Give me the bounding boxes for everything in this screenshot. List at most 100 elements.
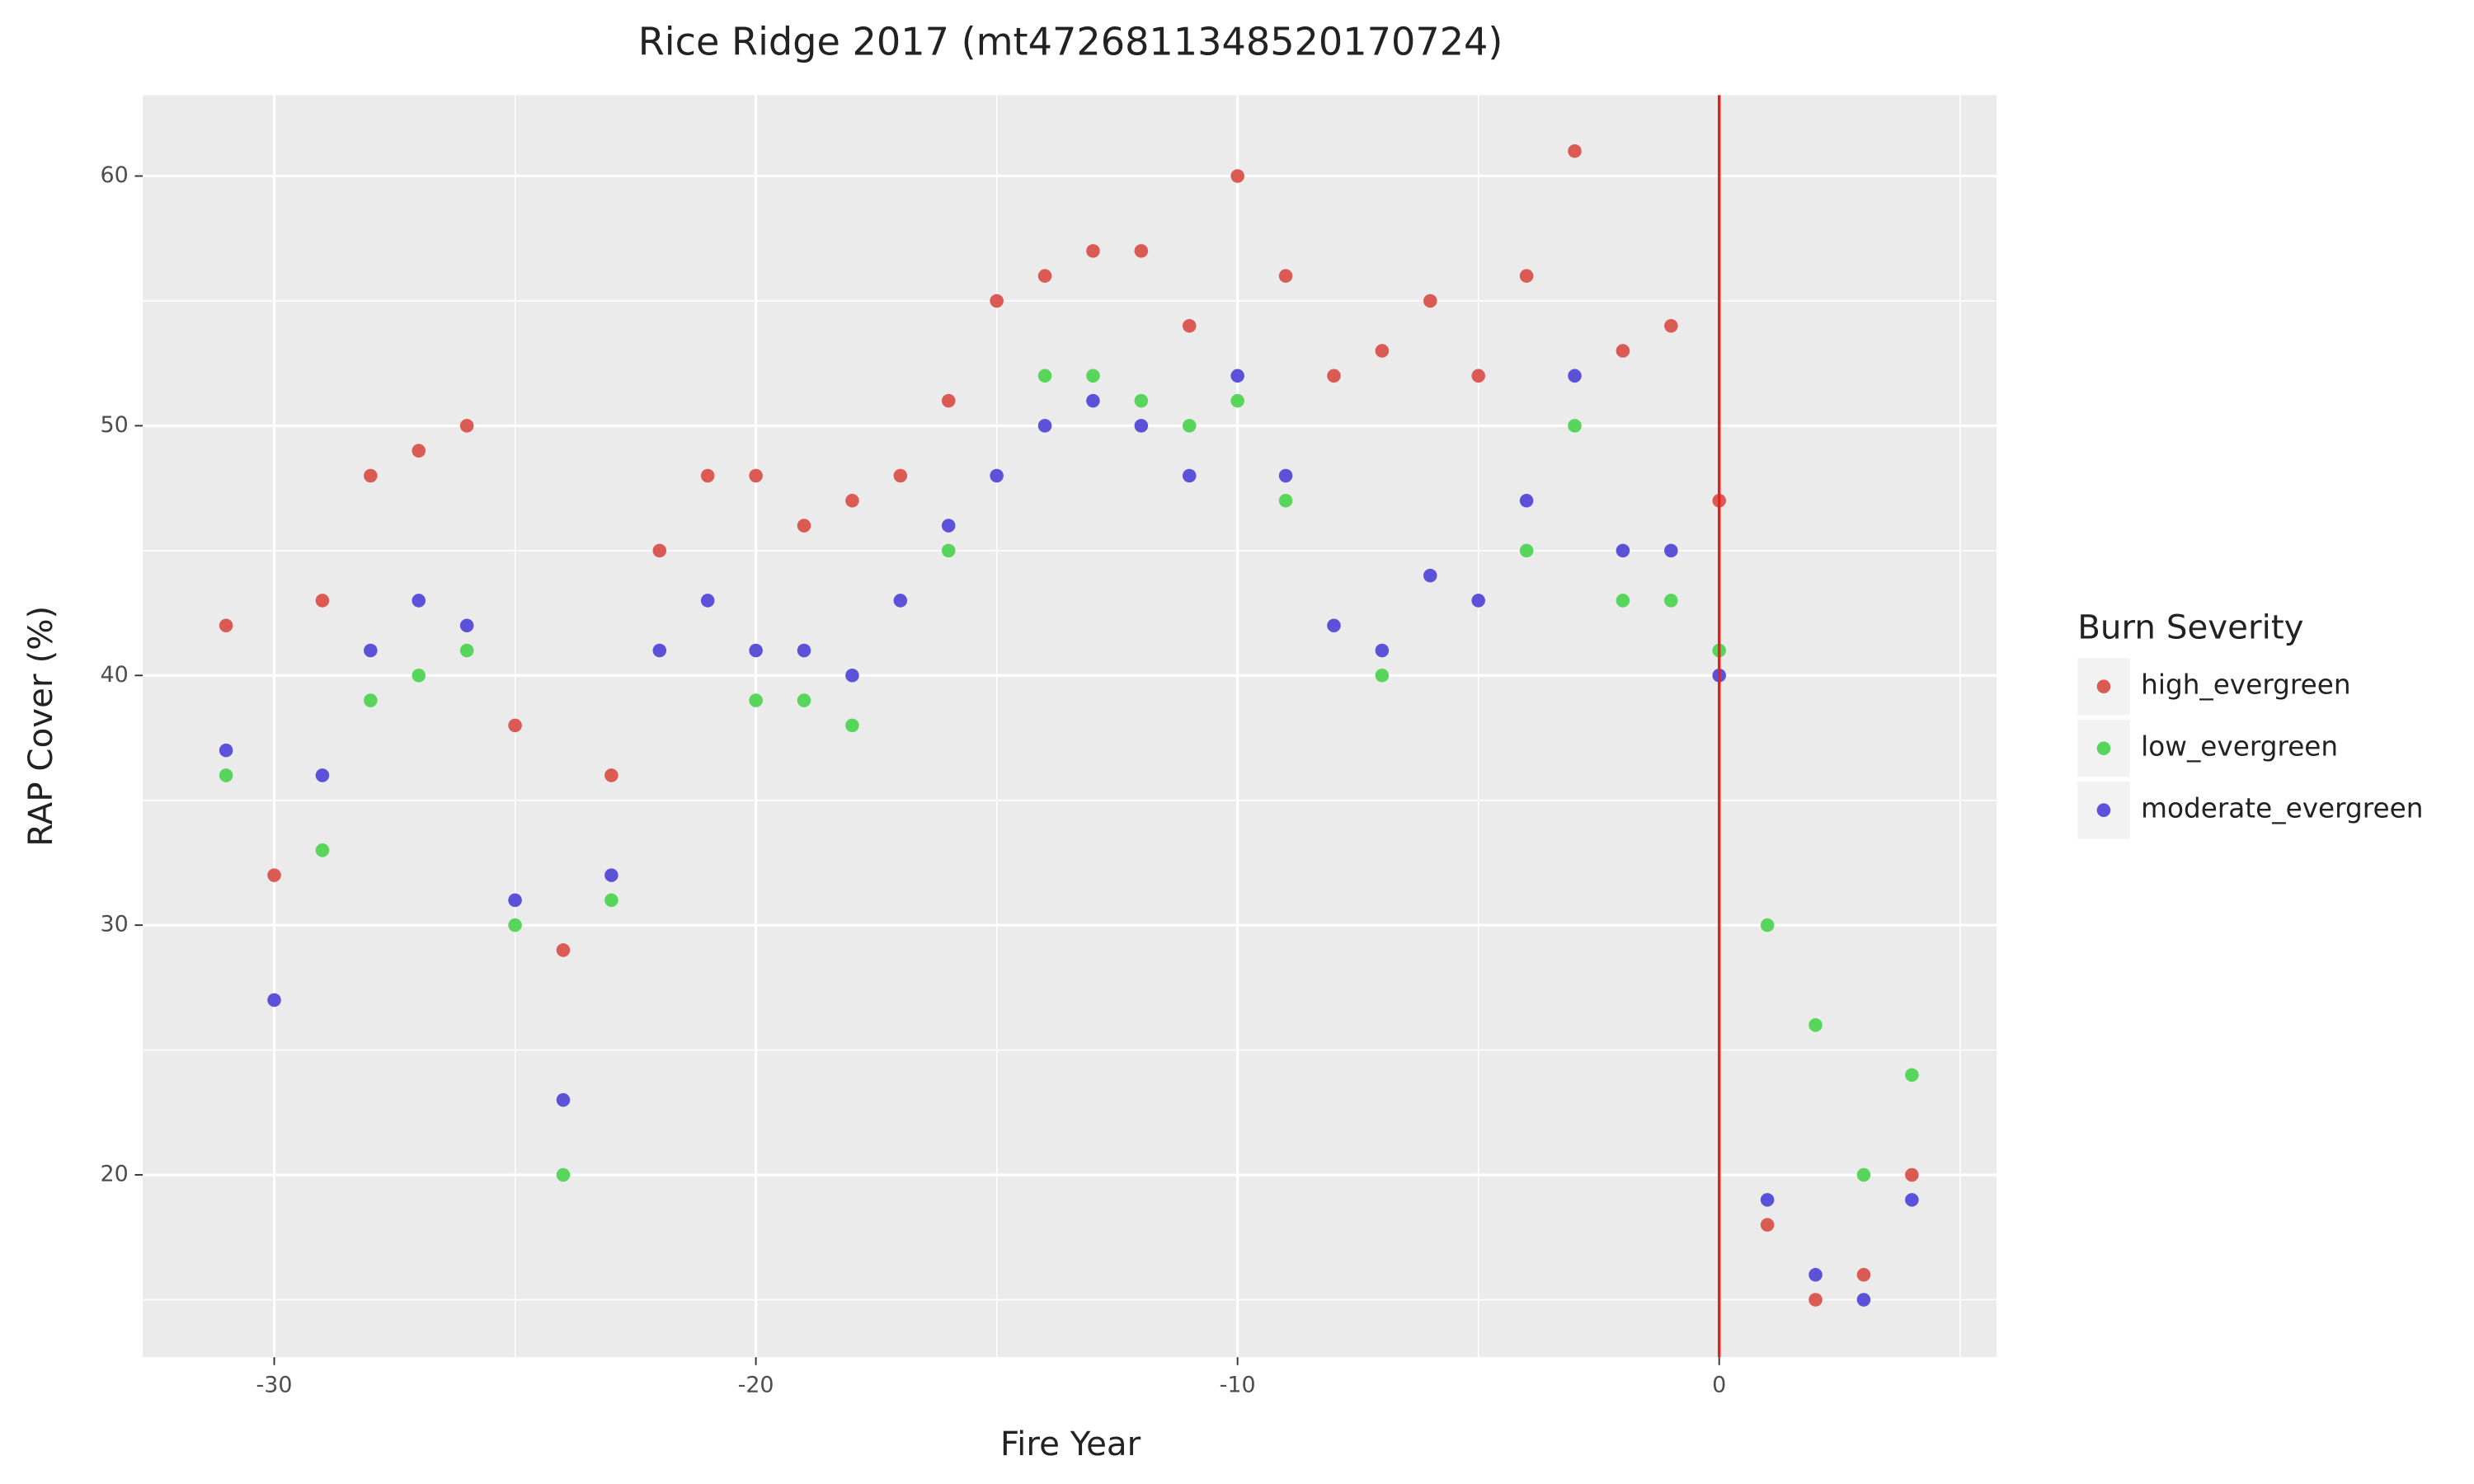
point xyxy=(1519,493,1534,508)
point xyxy=(1086,369,1100,383)
point xyxy=(1423,568,1437,583)
point xyxy=(1230,169,1244,183)
point xyxy=(1182,419,1197,433)
point xyxy=(1471,594,1485,608)
point xyxy=(556,1092,571,1107)
point xyxy=(797,693,811,707)
point xyxy=(459,618,474,632)
point xyxy=(1278,468,1293,483)
point xyxy=(893,594,908,608)
point xyxy=(459,419,474,433)
point xyxy=(556,943,571,957)
point xyxy=(1856,1267,1871,1282)
x-axis-label: Fire Year xyxy=(1000,1425,1141,1463)
x-tick-label: -10 xyxy=(1220,1372,1256,1397)
point xyxy=(219,768,233,782)
point xyxy=(797,519,811,533)
point xyxy=(1327,369,1341,383)
point xyxy=(1471,369,1485,383)
point xyxy=(845,493,859,508)
point xyxy=(364,468,378,483)
point xyxy=(1664,594,1678,608)
x-tick-label: 0 xyxy=(1712,1372,1726,1397)
point xyxy=(267,868,281,882)
point xyxy=(1182,318,1197,333)
point xyxy=(1905,1068,1919,1082)
point xyxy=(941,519,956,533)
point xyxy=(604,868,618,882)
point xyxy=(315,768,330,782)
point xyxy=(1037,419,1052,433)
point xyxy=(1134,244,1149,258)
point xyxy=(508,718,522,733)
point xyxy=(1568,419,1582,433)
point xyxy=(1905,1193,1919,1207)
point xyxy=(1134,419,1149,433)
point xyxy=(1375,643,1390,658)
point xyxy=(1519,543,1534,558)
point xyxy=(845,669,859,683)
point xyxy=(219,618,233,632)
point xyxy=(845,718,859,733)
legend-marker xyxy=(2096,741,2111,755)
point xyxy=(749,643,763,658)
y-tick-label: 20 xyxy=(101,1162,129,1187)
point xyxy=(1664,318,1678,333)
point xyxy=(1568,369,1582,383)
point xyxy=(1808,1018,1823,1032)
point xyxy=(1856,1167,1871,1182)
point xyxy=(1230,393,1244,408)
legend-label: high_evergreen xyxy=(2141,669,2350,701)
point xyxy=(1808,1267,1823,1282)
point xyxy=(315,843,330,857)
point xyxy=(1182,468,1197,483)
point xyxy=(1664,543,1678,558)
point xyxy=(700,594,715,608)
point xyxy=(749,468,763,483)
point xyxy=(556,1167,571,1182)
point xyxy=(459,643,474,658)
point xyxy=(604,893,618,908)
point xyxy=(219,743,233,758)
point xyxy=(1037,369,1052,383)
point xyxy=(1616,543,1630,558)
point xyxy=(1086,393,1100,408)
point xyxy=(1760,1193,1775,1207)
y-axis-label: RAP Cover (%) xyxy=(21,606,60,847)
point xyxy=(941,543,956,558)
point xyxy=(652,543,667,558)
point xyxy=(412,669,426,683)
point xyxy=(700,468,715,483)
point xyxy=(1760,918,1775,932)
point xyxy=(364,693,378,707)
legend-marker xyxy=(2096,803,2111,817)
point xyxy=(1086,244,1100,258)
legend-label: moderate_evergreen xyxy=(2141,793,2423,824)
point xyxy=(990,294,1004,308)
x-tick-label: -30 xyxy=(256,1372,293,1397)
y-tick-label: 60 xyxy=(101,162,129,188)
point xyxy=(652,643,667,658)
point xyxy=(1616,594,1630,608)
point xyxy=(1375,669,1390,683)
point xyxy=(1519,269,1534,283)
x-tick-label: -20 xyxy=(738,1372,774,1397)
point xyxy=(797,643,811,658)
point xyxy=(1905,1167,1919,1182)
point xyxy=(1037,269,1052,283)
point xyxy=(1278,269,1293,283)
point xyxy=(1327,618,1341,632)
point xyxy=(893,468,908,483)
y-tick-label: 40 xyxy=(101,662,129,688)
point xyxy=(315,594,330,608)
chart-title: Rice Ridge 2017 (mt4726811348520170724) xyxy=(638,19,1503,63)
point xyxy=(749,693,763,707)
point xyxy=(267,993,281,1007)
point xyxy=(1568,143,1582,158)
point xyxy=(1856,1293,1871,1307)
point xyxy=(1616,344,1630,358)
point xyxy=(941,393,956,408)
legend-marker xyxy=(2096,679,2111,693)
point xyxy=(604,768,618,782)
